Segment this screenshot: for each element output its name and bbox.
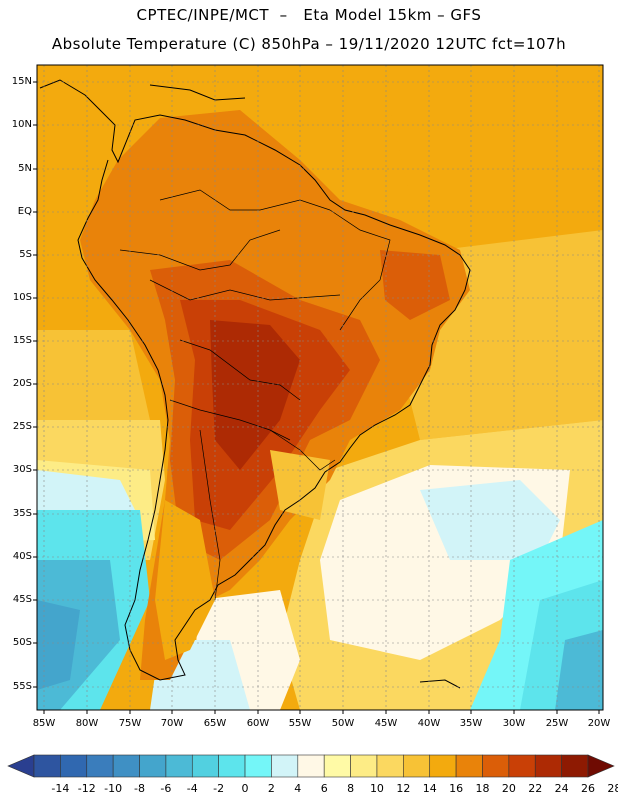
pacific-mid-band	[37, 330, 150, 440]
colorbar-tick-label: -8	[134, 782, 145, 795]
map-frame	[36, 64, 604, 711]
colorbar-swatch	[112, 754, 140, 778]
lat-label-40s: 40S	[12, 551, 32, 562]
lat-label-50s: 50S	[12, 637, 32, 648]
coastlines	[39, 79, 471, 689]
colorbar-arrow-low	[7, 754, 35, 778]
colorbar-swatch	[508, 754, 536, 778]
lat-label-15s: 15S	[12, 335, 32, 346]
northeast-hot-zone	[380, 250, 450, 320]
temperature-field	[37, 65, 603, 710]
colorbar-tick-label: -2	[213, 782, 225, 795]
pacific-coldest-zone	[37, 600, 80, 690]
lon-label-25w: 25W	[545, 718, 569, 729]
colorbar-swatch	[455, 754, 483, 778]
lat-label-10s: 10S	[12, 292, 32, 303]
chart-title-line1: CPTEC/INPE/MCT – Eta Model 15km – GFS	[136, 6, 482, 24]
colorbar-swatch	[191, 754, 219, 778]
country-borders	[119, 189, 391, 601]
lon-label-40w: 40W	[417, 718, 441, 729]
colorbar-tick-label: 14	[422, 782, 437, 795]
colorbar-tick-label: 22	[528, 782, 543, 795]
colorbar-tick-label: 20	[501, 782, 516, 795]
colorbar-tick-label: 26	[581, 782, 595, 795]
colorbar-swatch	[323, 754, 351, 778]
lon-label-75w: 75W	[118, 718, 142, 729]
lon-label-80w: 80W	[75, 718, 99, 729]
colorbar-swatch	[350, 754, 378, 778]
lat-label-25s: 25S	[12, 421, 32, 432]
lon-label-85w: 85W	[32, 718, 56, 729]
colorbar-tick-label: 4	[294, 782, 302, 795]
colorbar-swatch	[139, 754, 167, 778]
chart-title-line2: Absolute Temperature (C) 850hPa – 19/11/…	[51, 35, 567, 53]
colorbar-tick-label: -6	[160, 782, 172, 795]
lat-label-55s: 55S	[12, 681, 32, 692]
colorbar-swatch	[561, 754, 589, 778]
atlantic-cool-patch	[420, 480, 560, 560]
colorbar-tick-label: 18	[475, 782, 490, 795]
southern-andes-zone	[155, 500, 215, 660]
colorbar-tick-label: 28	[607, 782, 618, 795]
atlantic-coldest-zone	[555, 630, 603, 710]
colorbar-tick-label: 10	[369, 782, 384, 795]
colorbar-tick-label: 24	[554, 782, 569, 795]
lon-label-45w: 45W	[374, 718, 398, 729]
axis-ticks	[33, 81, 600, 714]
lat-label-15n: 15N	[11, 76, 32, 87]
colorbar-tick-label: 6	[320, 782, 328, 795]
colorbar-tick-label: -14	[51, 782, 70, 795]
lat-label-10n: 10N	[11, 119, 32, 130]
lat-label-30s: 30S	[12, 464, 32, 475]
colorbar-swatch	[403, 754, 431, 778]
colorbar-swatch	[60, 754, 88, 778]
temperature-colorbar	[7, 754, 615, 778]
lon-label-20w: 20W	[587, 718, 611, 729]
lon-label-70w: 70W	[160, 718, 184, 729]
colorbar-arrow-high	[587, 754, 615, 778]
colorbar-swatch	[534, 754, 562, 778]
colorbar-tick-label: 16	[449, 782, 464, 795]
colorbar-swatch	[86, 754, 114, 778]
colorbar-swatch	[165, 754, 193, 778]
lat-label-5n: 5N	[18, 163, 32, 174]
interior-hottest-zone	[210, 320, 300, 470]
lon-label-65w: 65W	[203, 718, 227, 729]
colorbar-swatch	[482, 754, 510, 778]
lon-label-60w: 60W	[246, 718, 270, 729]
lat-label-45s: 45S	[12, 594, 32, 605]
lat-label-eq: EQ	[17, 206, 32, 217]
colorbar-tick-label: -4	[186, 782, 198, 795]
colorbar-swatch	[376, 754, 404, 778]
colorbar-tick-label: -12	[77, 782, 96, 795]
lat-label-35s: 35S	[12, 508, 32, 519]
lon-label-35w: 35W	[459, 718, 483, 729]
colorbar-tick-label: 12	[396, 782, 411, 795]
colorbar-tick-label: 2	[267, 782, 275, 795]
colorbar-tick-label: 0	[241, 782, 249, 795]
lat-label-5s: 5S	[19, 249, 32, 260]
lat-lon-grid	[37, 65, 603, 710]
colorbar-swatch	[271, 754, 299, 778]
colorbar-swatch	[244, 754, 272, 778]
colorbar-tick-label: 8	[347, 782, 355, 795]
colorbar-swatch	[218, 754, 246, 778]
lon-label-55w: 55W	[288, 718, 312, 729]
colorbar-tick-label: -10	[104, 782, 123, 795]
colorbar-swatch	[429, 754, 457, 778]
colorbar-swatch	[297, 754, 325, 778]
colorbar-swatch	[33, 754, 61, 778]
lon-label-50w: 50W	[331, 718, 355, 729]
lon-label-30w: 30W	[502, 718, 526, 729]
lat-label-20s: 20S	[12, 378, 32, 389]
